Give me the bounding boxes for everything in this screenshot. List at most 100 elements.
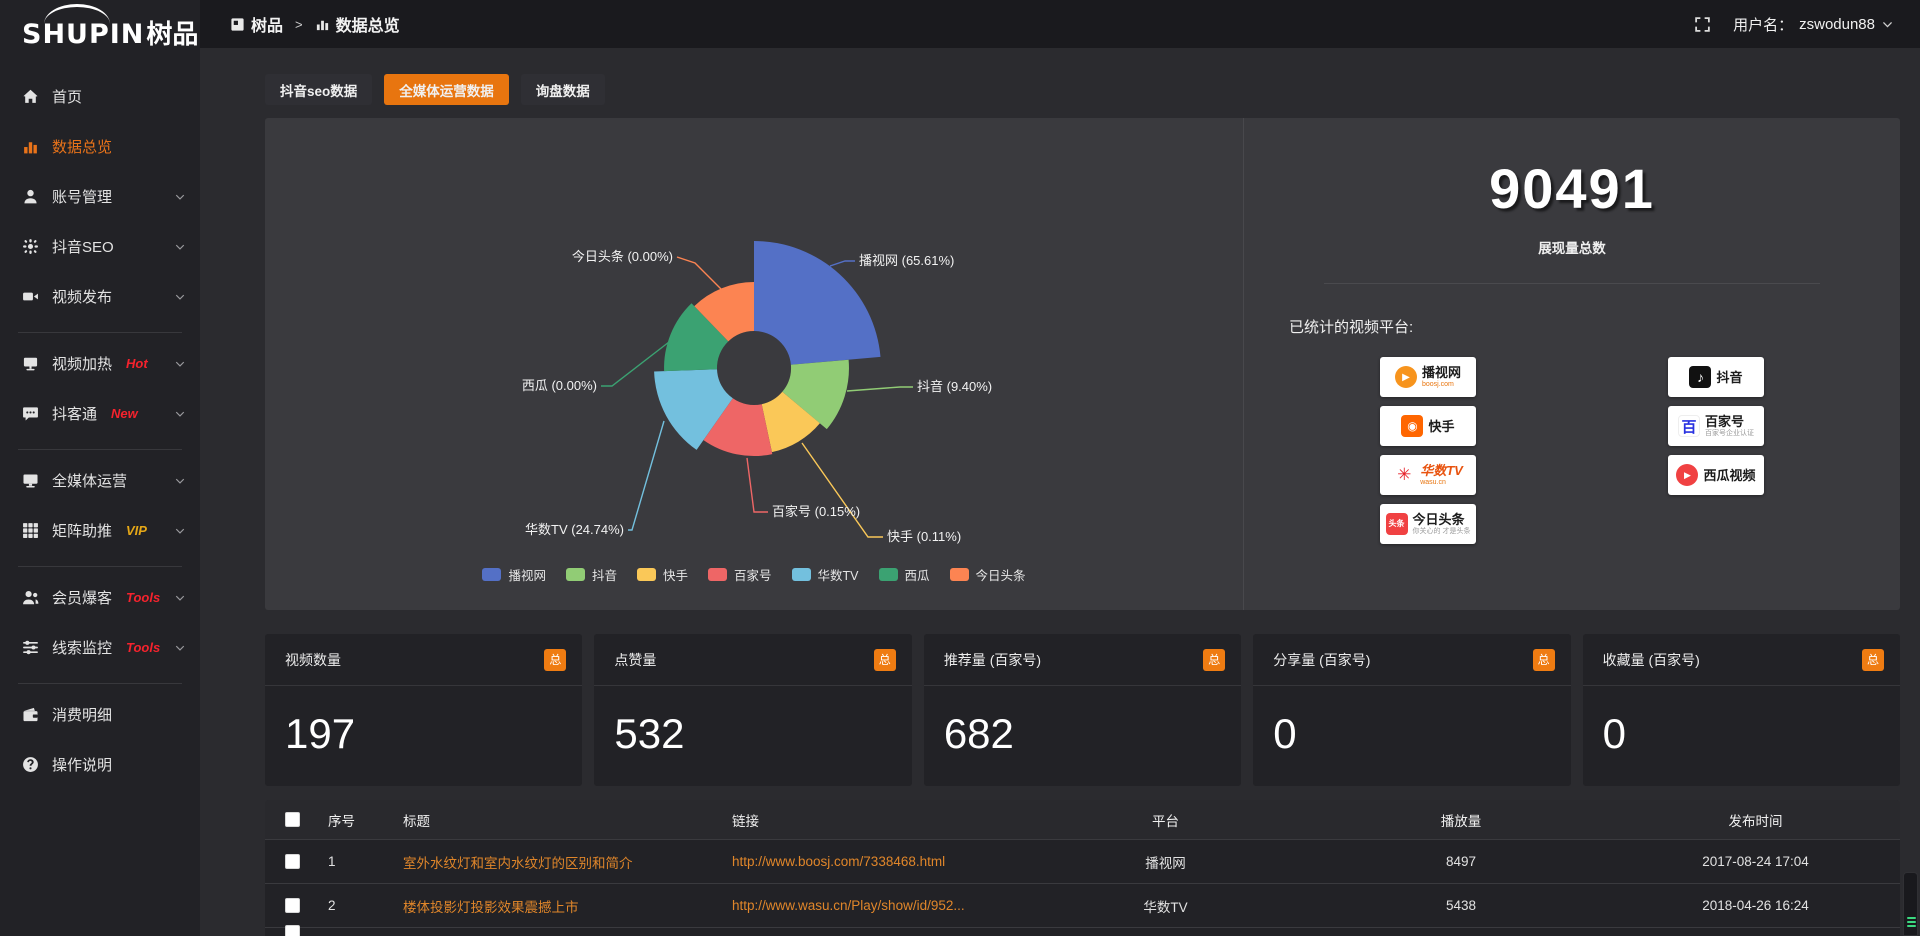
overview-panel: 播视网 (65.61%) 抖音 (9.40%) 快手 (0.11%) 百家号 (0.1… (265, 118, 1900, 610)
pie-label-百家号: 百家号 (0.15%) (772, 504, 860, 519)
pie-slice-华数TV[interactable] (654, 369, 733, 450)
sidebar-item-label: 数据总览 (52, 138, 113, 156)
sidebar-item-5[interactable]: 视频发布 (0, 276, 200, 316)
legend-item-西瓜[interactable]: 西瓜 (878, 565, 930, 584)
toutiao-logo-icon: 头条 (1385, 513, 1408, 535)
total-badge[interactable]: 总 (1862, 648, 1885, 671)
sidebar: SHUPIN树品 首页数据总览账号管理抖音SEO 视频发布视频加热 Hot 抖客通 Ne… (0, 0, 200, 936)
sidebar-item-7[interactable]: 抖客通 New (0, 393, 200, 433)
legend-swatch (482, 568, 502, 581)
douyin-logo-icon: ♪ (1689, 366, 1712, 388)
sidebar-item-12[interactable]: 消费明细 (0, 694, 200, 734)
sidebar-item-tag: Hot (126, 355, 148, 371)
fullscreen-icon[interactable] (1694, 16, 1711, 33)
cell-platform: 播视网 (1145, 855, 1186, 871)
pie-chart-section: 播视网 (65.61%) 抖音 (9.40%) 快手 (0.11%) 百家号 (0.1… (265, 118, 1243, 610)
cell-plays: 8497 (1445, 854, 1477, 869)
sidebar-item-13[interactable]: 操作说明 (0, 744, 200, 784)
platform-badge-sub: 你关心的 才是头条 (1412, 528, 1471, 535)
username-label: 用户名： (1733, 16, 1794, 34)
topbar-right: 用户名： zswodun88 (1694, 14, 1894, 35)
pie-slice-今日头条[interactable] (694, 282, 754, 342)
app-logo[interactable]: SHUPIN树品 (0, 0, 200, 62)
floating-helper-widget[interactable] (1903, 872, 1918, 936)
legend-item-快手[interactable]: 快手 (636, 565, 688, 584)
pie-label-西瓜: 西瓜 (0.00%) (522, 378, 597, 393)
sidebar-item-label: 矩阵助推 (52, 522, 113, 540)
sidebar-item-6[interactable]: 视频加热 Hot (0, 343, 200, 383)
platform-badge-华数TV[interactable]: ✳ 华数TV wasu.cn (1380, 455, 1476, 495)
legend-item-今日头条[interactable]: 今日头条 (949, 565, 1026, 584)
chart-legend: 播视网 抖音 快手 百家号 华数TV 西瓜 今日头条 (265, 565, 1243, 584)
legend-item-华数TV[interactable]: 华数TV (791, 565, 859, 584)
platform-share-pie-chart[interactable]: 播视网 (65.61%) 抖音 (9.40%) 快手 (0.11%) 百家号 (0.1… (265, 118, 1243, 610)
sidebar-item-label: 首页 (52, 88, 83, 106)
platform-badge-name: 快手 (1428, 418, 1455, 434)
sidebar-item-1[interactable]: 首页 (0, 76, 200, 116)
sidebar-item-2[interactable]: 数据总览 (0, 126, 200, 166)
row-checkbox[interactable] (285, 854, 300, 869)
col-header-published: 发布时间 (1728, 813, 1783, 829)
breadcrumb-separator: > (295, 16, 303, 32)
platform-badge-播视网[interactable]: ▶ 播视网 boosj.com (1380, 357, 1476, 397)
platform-badge-抖音[interactable]: ♪ 抖音 (1668, 357, 1764, 397)
cell-plays: 5438 (1445, 898, 1477, 913)
videos-table: 序号 标题 链接 平台 播放量 发布时间 1 室外水纹灯和室内水纹灯的区别和简介 http://… (265, 800, 1900, 936)
sidebar-item-tag: Tools (126, 589, 161, 605)
sidebar-item-10[interactable]: 会员爆客 Tools (0, 577, 200, 617)
platform-badge-西瓜视频[interactable]: ▶ 西瓜视频 (1668, 455, 1764, 495)
pie-label-今日头条: 今日头条 (0.00%) (572, 249, 673, 264)
row-checkbox[interactable] (285, 925, 300, 936)
platform-badges: ▶ 播视网 boosj.com ♪ 抖音 ◉ 快手 百百家号 百家号企业认证 ✳ 华数TV wasu.… (1284, 357, 1860, 544)
sidebar-divider (18, 683, 182, 684)
chart-bar-icon (315, 17, 330, 32)
tab-1[interactable]: 抖音seo数据 (265, 74, 373, 105)
sidebar-item-9[interactable]: 矩阵助推 VIP (0, 510, 200, 550)
pie-slice-抖音[interactable] (782, 359, 849, 430)
breadcrumb-root[interactable]: 树品 (251, 18, 284, 35)
legend-item-播视网[interactable]: 播视网 (482, 565, 546, 584)
sidebar-item-8[interactable]: 全媒体运营 (0, 460, 200, 500)
cell-url-link[interactable]: http://www.wasu.cn/Play/show/id/952... (732, 898, 965, 913)
cell-url-link[interactable]: http://www.boosj.com/7338468.html (732, 854, 946, 869)
table-row-1: 1 室外水纹灯和室内水纹灯的区别和简介 http://www.boosj.com/7… (265, 840, 1900, 884)
topbar: 树品 > 数据总览 用户名： zswodun88 (200, 0, 1920, 48)
total-badge[interactable]: 总 (1532, 648, 1555, 671)
sidebar-item-4[interactable]: 抖音SEO (0, 226, 200, 266)
platform-badge-快手[interactable]: ◉ 快手 (1380, 406, 1476, 446)
user-menu[interactable]: 用户名： zswodun88 (1733, 14, 1894, 35)
total-badge[interactable]: 总 (544, 648, 567, 671)
legend-label: 快手 (662, 569, 688, 583)
platform-badge-百家号[interactable]: 百百家号 百家号企业认证 (1668, 406, 1764, 446)
cell-title-link[interactable]: 室外水纹灯和室内水纹灯的区别和简介 (403, 855, 633, 871)
platform-badge-今日头条[interactable]: 头条 今日头条 你关心的 才是头条 (1380, 504, 1476, 544)
pie-slice-播视网[interactable] (754, 241, 881, 365)
total-badge[interactable]: 总 (1203, 648, 1226, 671)
stat-card-title: 收藏量 (百家号) (1602, 651, 1700, 668)
platform-badge-name: 华数TV (1420, 463, 1463, 478)
pie-slice-西瓜[interactable] (664, 303, 729, 372)
platform-badge-sub: 百家号企业认证 (1705, 430, 1754, 437)
legend-item-百家号[interactable]: 百家号 (708, 565, 772, 584)
logo-text-cn: 树品 (146, 19, 199, 49)
cell-title-link[interactable]: 楼体投影灯投影效果震撼上市 (403, 899, 579, 915)
tab-2[interactable]: 全媒体运营数据 (384, 74, 509, 105)
wallet-icon (22, 706, 39, 723)
pie-slice-快手[interactable] (761, 391, 820, 453)
legend-item-抖音[interactable]: 抖音 (565, 565, 617, 584)
row-checkbox[interactable] (285, 898, 300, 913)
cell-published: 2018-04-26 16:24 (1702, 898, 1809, 913)
col-header-title: 标题 (403, 813, 430, 829)
sidebar-item-label: 视频加热 (52, 355, 113, 373)
total-badge[interactable]: 总 (873, 648, 896, 671)
select-all-checkbox[interactable] (285, 812, 300, 827)
sidebar-item-3[interactable]: 账号管理 (0, 176, 200, 216)
pie-slice-百家号[interactable] (703, 398, 773, 457)
pie-label-快手: 快手 (0.11%) (887, 529, 961, 544)
pie-label-line (801, 442, 883, 538)
breadcrumb-current: 数据总览 (335, 18, 400, 35)
heat-icon (22, 355, 39, 372)
tab-3[interactable]: 询盘数据 (520, 74, 605, 105)
sidebar-item-11[interactable]: 线索监控 Tools (0, 627, 200, 667)
breadcrumb: 树品 > 数据总览 (230, 12, 400, 36)
